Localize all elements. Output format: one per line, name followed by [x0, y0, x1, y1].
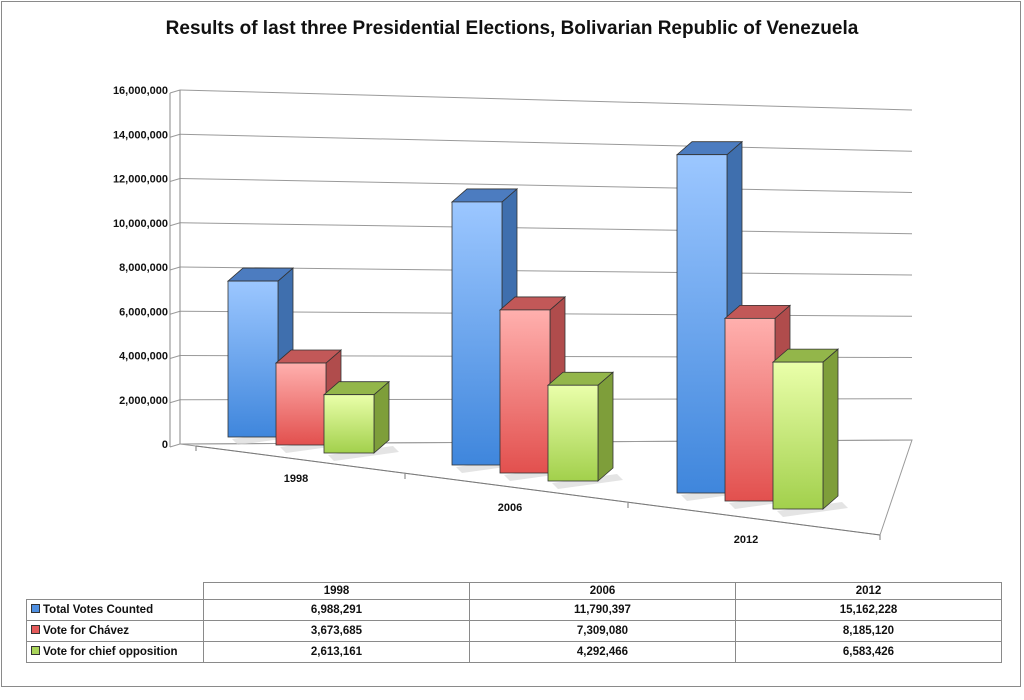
- bar: [499, 309, 551, 474]
- data-table-series-label: Vote for Chávez: [26, 620, 204, 642]
- gridline-side: [169, 310, 181, 315]
- data-table-cell: 8,185,120: [735, 620, 1002, 642]
- gridline-side: [169, 355, 181, 359]
- gridline-side: [169, 133, 181, 138]
- bar-shadow: [552, 474, 623, 489]
- data-table-corner: [26, 582, 204, 600]
- chart-title: Results of last three Presidential Elect…: [165, 18, 859, 39]
- data-table-cell: 4,292,466: [469, 641, 736, 663]
- data-table-cell: 6,988,291: [203, 599, 470, 621]
- data-table-header: 1998: [203, 582, 470, 600]
- series-name: Total Votes Counted: [43, 604, 154, 616]
- data-table-header-row: 1998 2006 2012: [26, 582, 1002, 600]
- legend-swatch-total: [31, 604, 40, 613]
- bar: [275, 362, 327, 446]
- x-tick-label: 2012: [734, 534, 758, 546]
- bar-shadow: [328, 446, 399, 461]
- gridline: [179, 178, 913, 193]
- gridline: [179, 89, 913, 111]
- bar: [323, 394, 375, 454]
- gridline-side: [169, 266, 181, 271]
- data-table-series-label: Total Votes Counted: [26, 599, 204, 621]
- bar: [547, 384, 599, 482]
- legend-swatch-opposition: [31, 646, 40, 655]
- gridline-side: [169, 399, 181, 404]
- data-table-row: Total Votes Counted 6,988,291 11,790,397…: [26, 599, 1002, 621]
- data-table-row: Vote for chief opposition 2,613,161 4,29…: [26, 641, 1002, 663]
- bar: [724, 317, 776, 502]
- data-table-cell: 2,613,161: [203, 641, 470, 663]
- y-tick-label: 2,000,000: [119, 395, 168, 407]
- bar-side: [597, 371, 614, 482]
- bar-side: [822, 348, 839, 510]
- bar: [451, 201, 503, 466]
- gridline-side: [169, 178, 181, 182]
- gridline-side: [169, 89, 181, 94]
- data-table-cell: 3,673,685: [203, 620, 470, 642]
- x-axis-line: [195, 445, 881, 536]
- data-table-cell: 7,309,080: [469, 620, 736, 642]
- y-tick-label: 12,000,000: [113, 174, 168, 186]
- bar: [772, 361, 824, 510]
- y-tick-label: 14,000,000: [113, 129, 168, 141]
- gridline: [179, 222, 913, 235]
- data-table-header: 2006: [469, 582, 736, 600]
- bars-group: [226, 140, 848, 517]
- data-table-row: Vote for Chávez 3,673,685 7,309,080 8,18…: [26, 620, 1002, 642]
- bar-shadow: [777, 502, 848, 517]
- chart-plot: 0 2,000,000 4,000,000 6,000,000 8,000,000 10,…: [113, 85, 913, 546]
- y-axis: 0 2,000,000 4,000,000 6,000,000 8,000,000 10,…: [113, 85, 168, 451]
- y-tick-label: 10,000,000: [113, 218, 168, 230]
- gridline-side: [169, 443, 181, 448]
- y-tick-label: 4,000,000: [119, 351, 168, 363]
- gridline-side: [169, 222, 181, 227]
- series-name: Vote for Chávez: [43, 625, 130, 637]
- y-tick-label: 16,000,000: [113, 85, 168, 97]
- gridline: [179, 133, 913, 152]
- y-tick-label: 6,000,000: [119, 306, 168, 318]
- series-name: Vote for chief opposition: [43, 646, 178, 658]
- data-table-header: 2012: [735, 582, 1002, 600]
- data-table-series-label: Vote for chief opposition: [26, 641, 204, 663]
- data-table-cell: 15,162,228: [735, 599, 1002, 621]
- legend-swatch-chavez: [31, 625, 40, 634]
- x-tick-label: 2006: [498, 502, 522, 514]
- x-axis: 1998 2006 2012: [195, 446, 881, 546]
- bar: [676, 154, 728, 494]
- bar: [227, 280, 279, 438]
- x-tick-label: 1998: [284, 473, 308, 485]
- data-table: 1998 2006 2012 Total Votes Counted 6,988…: [26, 582, 1002, 663]
- data-table-cell: 6,583,426: [735, 641, 1002, 663]
- data-table-cell: 11,790,397: [469, 599, 736, 621]
- gridline: [179, 266, 913, 276]
- y-tick-label: 0: [162, 439, 168, 451]
- y-tick-label: 8,000,000: [119, 262, 168, 274]
